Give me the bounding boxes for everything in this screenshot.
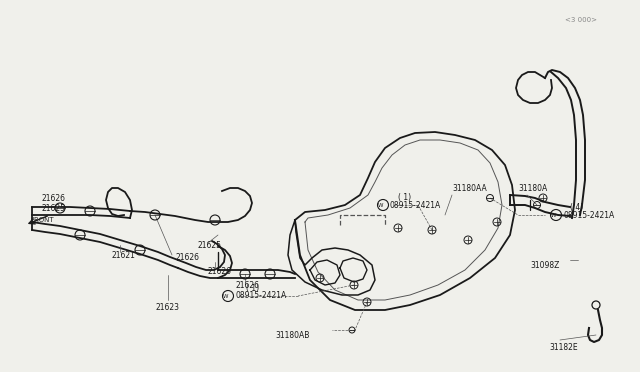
Text: 21626: 21626 (42, 193, 66, 202)
Text: 08915-2421A: 08915-2421A (390, 201, 441, 209)
Text: <3 000>: <3 000> (565, 17, 597, 23)
Text: 21623: 21623 (155, 304, 179, 312)
Text: 21626: 21626 (175, 253, 199, 263)
Text: 31180AB: 31180AB (275, 331, 309, 340)
Text: 21625: 21625 (198, 241, 222, 250)
Text: 21621: 21621 (112, 250, 136, 260)
Text: FRONT: FRONT (30, 217, 54, 223)
Text: ( 1): ( 1) (246, 283, 259, 292)
Text: ( 4): ( 4) (570, 202, 583, 212)
Text: 08915-2421A: 08915-2421A (235, 292, 286, 301)
Text: 31182E: 31182E (549, 343, 578, 353)
Text: 31180A: 31180A (518, 183, 547, 192)
Text: 21626: 21626 (208, 267, 232, 276)
Text: 31098Z: 31098Z (530, 260, 559, 269)
Text: 21626: 21626 (235, 280, 259, 289)
Text: W: W (223, 294, 228, 298)
Text: ( 1): ( 1) (398, 192, 411, 202)
Text: 21625: 21625 (42, 203, 66, 212)
Text: 08915-2421A: 08915-2421A (563, 211, 614, 219)
Text: 31180AA: 31180AA (452, 183, 487, 192)
Text: W: W (378, 202, 384, 208)
Text: W: W (551, 212, 557, 218)
